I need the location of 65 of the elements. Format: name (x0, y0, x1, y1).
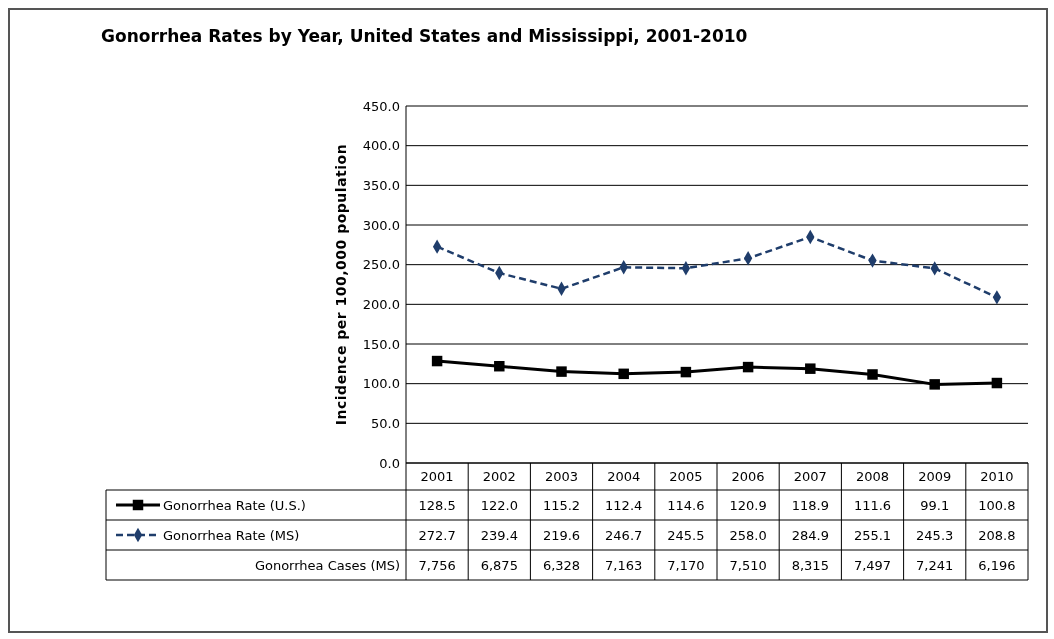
y-tick-label: 50.0 (371, 415, 400, 431)
text: 7,497 (853, 557, 892, 573)
x-tick-label: 2003 (544, 469, 579, 485)
text: 7,170 (667, 557, 705, 573)
y-tick-label: 0.0 (379, 455, 400, 471)
point (867, 369, 878, 380)
x-tick-label: 2005 (669, 469, 703, 485)
x-tick-label: 2007 (793, 469, 827, 485)
data-label: 272.7 (418, 527, 456, 543)
legend-label: Gonorrhea Rate (MS) (163, 527, 300, 543)
point (494, 360, 505, 372)
y-axis-title: Incidence per 100,000 population (333, 143, 349, 426)
x-tick-label: 2010 (980, 469, 1014, 485)
y-tick-label: 400.0 (362, 138, 400, 154)
text: 6,328 (542, 557, 581, 573)
text: 7,510 (729, 557, 767, 573)
y-tick-label: 300.0 (362, 217, 400, 233)
point (805, 363, 816, 374)
data-label: 114.6 (667, 497, 705, 513)
data-label: 120.9 (729, 497, 767, 513)
y-tick-label: 350.0 (362, 177, 400, 193)
data-label: 246.7 (605, 527, 643, 543)
x-tick-label: 2004 (607, 469, 641, 485)
x-tick-label: 2009 (918, 469, 952, 485)
data-label: 284.9 (791, 527, 829, 543)
y-tick-label: 200.0 (362, 296, 400, 312)
data-label: 245.3 (916, 527, 954, 543)
point (742, 361, 754, 373)
text: 8,315 (791, 557, 829, 573)
text: Gonorrhea Cases (MS) (254, 557, 400, 573)
x-tick-label: 2006 (731, 469, 765, 485)
x-tick-label: 2001 (420, 469, 454, 485)
text: 6,196 (978, 557, 1016, 573)
data-label: 100.8 (978, 497, 1016, 513)
data-label: 122.0 (480, 497, 518, 513)
point (680, 366, 692, 378)
legend-label: Gonorrhea Rate (U.S.) (163, 497, 306, 513)
y-tick-label: 450.0 (362, 98, 400, 114)
data-label: 219.6 (542, 527, 581, 543)
point (556, 366, 567, 377)
point (929, 379, 940, 390)
data-label: 239.4 (480, 527, 518, 543)
data-label: 245.5 (667, 527, 705, 543)
text: 6,875 (480, 557, 518, 573)
data-label: 258.0 (729, 527, 767, 543)
y-tick-label: 150.0 (362, 336, 400, 352)
data-label: 128.5 (418, 497, 456, 513)
text: 7,163 (605, 557, 643, 573)
data-label: 208.8 (978, 527, 1016, 543)
data-label: 118.9 (791, 497, 829, 513)
x-tick-label: 2008 (855, 469, 890, 485)
y-tick-label: 250.0 (362, 257, 400, 273)
data-label: 255.1 (853, 527, 892, 543)
point (618, 368, 629, 380)
text: 7,756 (418, 557, 456, 573)
data-label: 99.1 (920, 497, 950, 513)
data-label: 111.6 (853, 497, 892, 513)
x-tick-label: 2002 (482, 469, 516, 485)
data-label: 115.2 (542, 497, 581, 513)
data-label: 112.4 (605, 497, 643, 513)
point (431, 355, 443, 367)
y-tick-label: 100.0 (362, 376, 400, 392)
point (991, 377, 1003, 389)
chart-title: Gonorrhea Rates by Year, United States and Mississippi, 2001-2010 (101, 26, 748, 46)
text: 7,241 (916, 557, 954, 573)
